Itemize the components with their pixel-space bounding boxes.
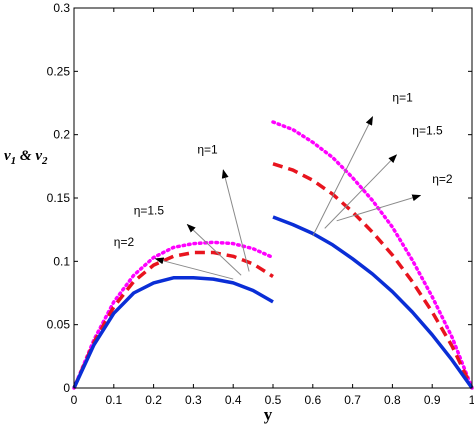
annotation-arrow-1: [221, 169, 250, 272]
annotation-label-4: η=1: [392, 91, 413, 105]
x-axis-label: y: [264, 405, 273, 424]
series-eta-2-segment-1: [72, 276, 274, 389]
x-tick-label-4: 0.4: [225, 393, 242, 407]
plot-axes: 0 0.1 0.2 0.3 0.4 0.5 0.6 0.7 0.8 0.9 1 0 0.05 0.1 0.1…: [47, 1, 474, 407]
x-tick-label-9: 0.9: [424, 393, 441, 407]
y-axis-label-v2: v: [35, 148, 42, 164]
y-tick-label-5: 0.25: [47, 64, 71, 78]
annotation-arrow-3: [154, 257, 234, 280]
annotation-arrow-5: [324, 154, 398, 229]
series-eta-1-segment-1: [72, 240, 275, 390]
annotation-label-1: η=1: [197, 143, 218, 157]
x-tick-label-2: 0.2: [145, 393, 162, 407]
x-tick-label-8: 0.8: [384, 393, 401, 407]
y-axis-label-v1: v: [4, 148, 11, 164]
y-tick-label-6: 0.3: [53, 1, 70, 15]
y-axis-label: v1 & v2: [4, 148, 48, 167]
annotation-label-6: η=2: [432, 172, 453, 186]
plot-annotations: η=1 η=1.5 η=2 η=1 η=1.5 η=2: [114, 91, 453, 280]
series-eta-2-segment-2: [272, 215, 474, 390]
annotation-arrow-4: [312, 116, 373, 237]
series-eta-1-segment-2: [271, 120, 474, 390]
y-axis-label-v2-sub: 2: [41, 155, 48, 167]
plot-data: [72, 120, 474, 390]
x-tick-label-0: 0: [71, 393, 78, 407]
x-tick-label-1: 0.1: [105, 393, 122, 407]
annotation-arrow-2: [186, 223, 242, 276]
x-tick-label-6: 0.6: [304, 393, 321, 407]
y-tick-label-2: 0.1: [53, 254, 70, 268]
x-tick-label-3: 0.3: [185, 393, 202, 407]
annotation-arrow-6: [336, 194, 422, 222]
annotation-label-2: η=1.5: [134, 203, 165, 217]
series-eta-1-5-segment-2: [272, 162, 474, 389]
y-tick-label-0: 0: [63, 381, 70, 395]
y-axis-label-amp: &: [16, 148, 35, 164]
annotation-label-3: η=2: [114, 235, 135, 249]
annotation-label-5: η=1.5: [412, 124, 443, 138]
x-tick-label-7: 0.7: [344, 393, 361, 407]
x-tick-label-5: 0.5: [265, 393, 282, 407]
x-tick-label-10: 1: [469, 393, 474, 407]
y-tick-label-1: 0.05: [47, 318, 71, 332]
y-tick-label-3: 0.15: [47, 191, 71, 205]
y-tick-label-4: 0.2: [53, 128, 70, 142]
y-axis-label-v1-sub: 1: [11, 155, 17, 167]
